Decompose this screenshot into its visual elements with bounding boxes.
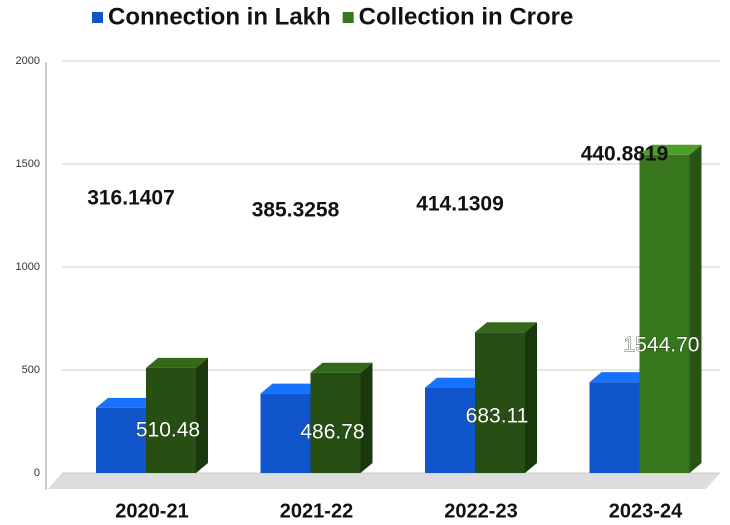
data-label: 1544.70 — [624, 333, 700, 356]
bar-top — [260, 383, 323, 394]
bar-top — [425, 377, 487, 388]
x-tick-label: 2023-24 — [609, 500, 683, 522]
data-label: 316.1407 — [87, 187, 175, 210]
bar-front — [96, 407, 146, 473]
legend-swatch — [342, 12, 354, 23]
bar-front — [310, 372, 361, 473]
bar-front — [639, 154, 690, 473]
bar-side — [196, 357, 208, 473]
x-tick-label: 2021-22 — [280, 500, 353, 522]
legend-label: Collection in Crore — [359, 3, 574, 30]
bar-side — [689, 144, 702, 473]
bar — [639, 144, 702, 473]
data-label: 440.8819 — [581, 143, 669, 166]
data-label: 385.3258 — [252, 199, 340, 222]
bar-top — [96, 397, 158, 408]
bar-front — [425, 387, 475, 473]
data-label: 414.1309 — [416, 193, 504, 216]
y-tick-label: 1000 — [16, 261, 40, 273]
bar-top — [639, 144, 702, 155]
bar-front — [146, 367, 196, 473]
bar-top — [310, 362, 373, 373]
bar-front — [589, 382, 640, 473]
y-tick-label: 500 — [22, 364, 40, 376]
data-label: 486.78 — [300, 420, 364, 443]
bar-top — [146, 357, 208, 368]
y-tick-label: 1500 — [16, 158, 40, 170]
bar-top — [475, 322, 537, 333]
bar — [146, 357, 208, 473]
x-tick-label: 2020-21 — [115, 500, 188, 522]
legend-label: Connection in Lakh — [108, 3, 331, 30]
y-tick-label: 0 — [34, 467, 40, 479]
legend-swatch — [92, 12, 103, 23]
bar — [310, 362, 373, 473]
data-label: 683.11 — [466, 404, 529, 427]
bar-front — [475, 332, 525, 473]
bar — [475, 322, 537, 473]
bar-side — [525, 322, 537, 473]
x-tick-label: 2022-23 — [444, 500, 517, 522]
bar-top — [589, 372, 652, 383]
y-tick-label: 2000 — [16, 55, 40, 67]
floor — [48, 473, 720, 489]
bar-front — [260, 393, 311, 473]
bar-side — [360, 362, 373, 473]
data-label: 510.48 — [136, 418, 200, 441]
